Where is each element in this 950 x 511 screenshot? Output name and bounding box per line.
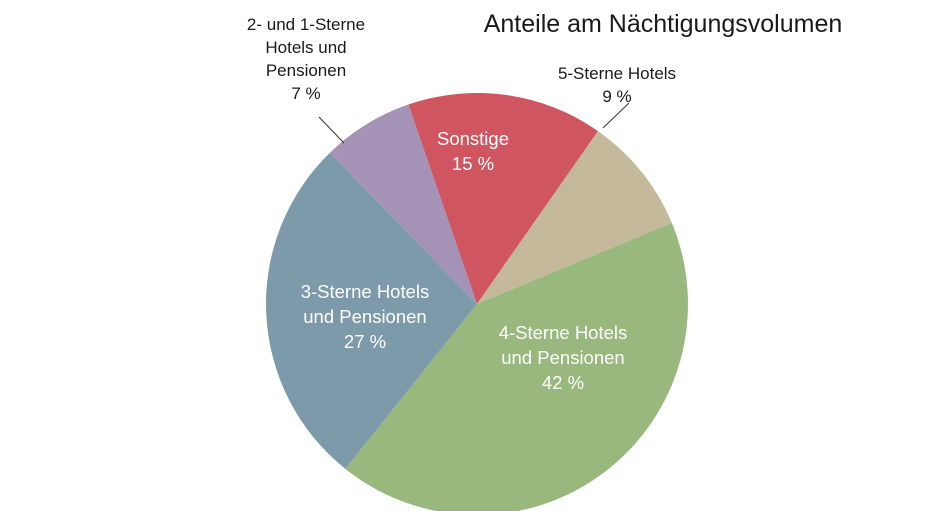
slice-label-line: 15 %	[452, 153, 494, 174]
pie-slices	[265, 93, 689, 511]
chart-title: Anteile am Nächtigungsvolumen	[484, 10, 843, 38]
slice-label-line: 9 %	[602, 87, 631, 106]
slice-label-line: 7 %	[291, 84, 320, 103]
slice-label-line: 5-Sterne Hotels	[558, 64, 676, 83]
pie-slice	[408, 93, 599, 304]
slice-label: 3-Sterne Hotels und Pensionen 27 %	[301, 281, 430, 352]
slice-label: 2- und 1-Sterne Hotels und Pensionen 7 %	[247, 15, 365, 103]
slice-label: 4-Sterne Hotels und Pensionen 42 %	[499, 322, 628, 393]
leader-line	[602, 102, 630, 129]
slice-labels: Sonstige 15 % 5-Sterne Hotels 9 % 4-Sterne H…	[247, 15, 676, 393]
slice-label-line: 4-Sterne Hotels	[499, 322, 628, 343]
slice-label-line: und Pensionen	[501, 347, 624, 368]
leader-line	[318, 116, 345, 144]
pie-slice	[477, 131, 672, 304]
slice-label-line: 2- und 1-Sterne	[247, 15, 365, 34]
leader-lines	[318, 102, 630, 144]
pie-slice	[265, 152, 477, 469]
slice-label-line: und Pensionen	[303, 306, 426, 327]
slice-label: Sonstige 15 %	[437, 128, 509, 174]
slice-label-line: 42 %	[542, 372, 584, 393]
slice-label-line: Hotels und	[265, 38, 346, 57]
pie-slice	[329, 104, 477, 304]
slice-label-line: Sonstige	[437, 128, 509, 149]
pie-slice	[345, 222, 689, 511]
slice-label-line: Pensionen	[266, 61, 346, 80]
slice-label-line: 3-Sterne Hotels	[301, 281, 430, 302]
slice-label-line: 27 %	[344, 331, 386, 352]
slice-label: 5-Sterne Hotels 9 %	[558, 64, 676, 106]
